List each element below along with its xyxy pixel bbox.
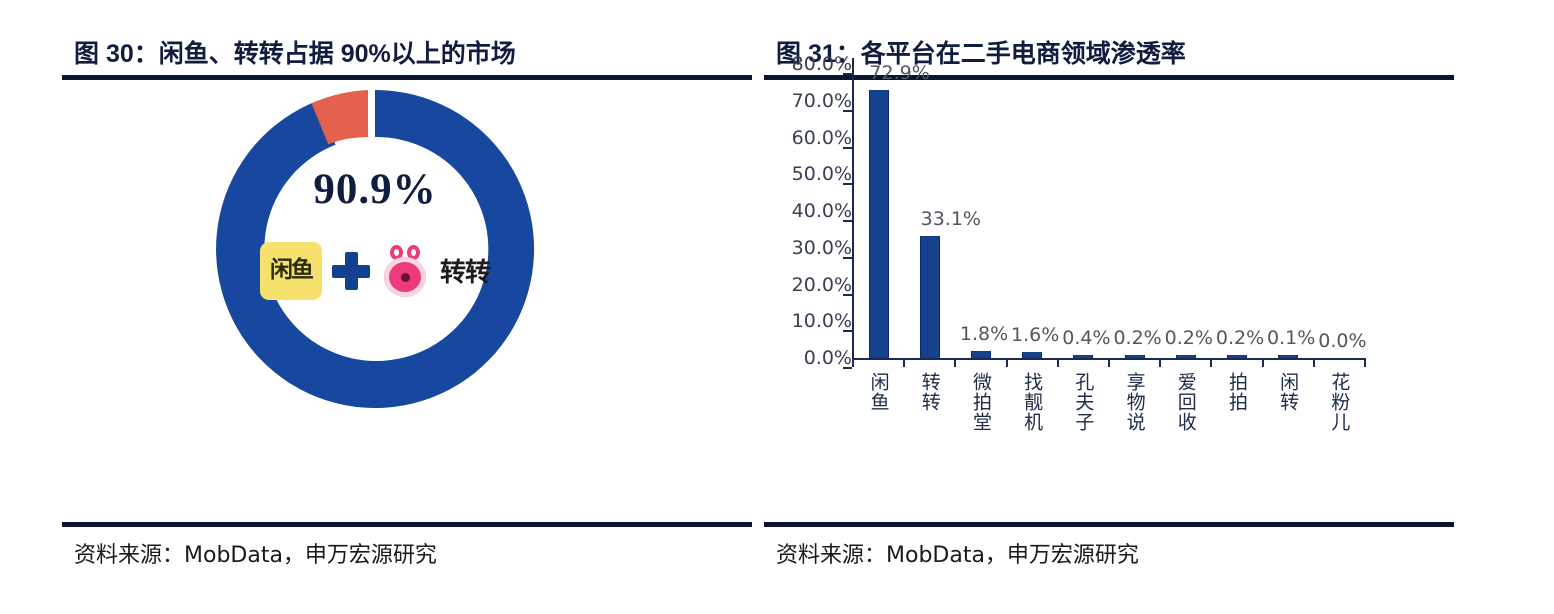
figure-30-source: 资料来源：MobData，申万宏源研究 — [74, 543, 437, 568]
figure-30-title: 图 30：闲鱼、转转占据 90%以上的市场 — [74, 40, 516, 68]
figure-31-source-rule — [764, 522, 1454, 527]
y-axis-tick-mark — [843, 330, 852, 333]
x-axis-category-label: 闲鱼 — [867, 372, 890, 412]
y-axis-tick-label: 10.0% — [791, 310, 852, 333]
bar — [1227, 355, 1247, 358]
x-axis-tick-mark — [1312, 358, 1315, 367]
bar-value-label: 1.8% — [959, 323, 1009, 346]
bar-value-label: 0.0% — [1318, 330, 1367, 352]
bar — [919, 236, 940, 358]
x-axis-category-label: 享物说 — [1123, 372, 1146, 432]
x-axis-tick-mark — [1210, 358, 1213, 367]
x-axis-tick-mark — [1261, 358, 1264, 367]
bar-value-label: 0.2% — [1113, 327, 1162, 349]
x-axis-category-label: 找靓机 — [1021, 372, 1044, 432]
bar — [1022, 352, 1043, 358]
y-axis-tick-mark — [843, 146, 852, 149]
donut-segment-other — [311, 90, 368, 145]
x-axis-tick-mark — [852, 358, 854, 367]
y-axis-tick-mark — [843, 109, 852, 112]
x-axis-tick-mark — [1108, 358, 1110, 367]
y-axis-tick-mark — [843, 367, 852, 369]
bar-value-label: 0.2% — [1215, 327, 1265, 349]
x-axis-category-label: 爱回收 — [1174, 372, 1197, 432]
x-axis-tick-mark — [1364, 358, 1366, 367]
bar-value-label: 33.1% — [920, 208, 981, 231]
x-axis-tick-mark — [903, 358, 906, 367]
donut-svg — [216, 89, 535, 408]
x-axis-category-label: 孔夫子 — [1072, 372, 1095, 432]
bar — [1175, 355, 1196, 358]
y-axis-tick-label: 50.0% — [791, 163, 852, 186]
x-axis-category-label: 花粉儿 — [1328, 372, 1351, 432]
bar-value-label: 0.1% — [1267, 327, 1316, 349]
x-axis-tick-mark — [1159, 358, 1162, 367]
bar — [1124, 355, 1145, 358]
y-axis-tick-label: 70.0% — [791, 89, 852, 112]
y-axis-tick-mark — [843, 73, 852, 75]
y-axis-tick-label: 40.0% — [791, 200, 852, 222]
x-axis-tick-mark — [954, 358, 957, 367]
x-axis-category-label: 转转 — [918, 372, 941, 412]
y-axis-tick-label: 60.0% — [791, 126, 852, 149]
figure-30-panel: 图 30：闲鱼、转转占据 90%以上的市场 90.9% 闲鱼 — [62, 40, 752, 575]
x-axis-tick-mark — [1005, 358, 1008, 367]
y-axis-tick-label: 0.0% — [803, 347, 852, 369]
bar-value-label: 72.9% — [869, 62, 930, 85]
x-axis-category-label: 微拍堂 — [969, 372, 992, 432]
bar-value-label: 1.6% — [1011, 324, 1060, 347]
bar — [1073, 355, 1094, 358]
bar — [868, 90, 889, 358]
y-axis-tick-mark — [843, 256, 852, 259]
bar — [971, 351, 991, 358]
x-axis-tick-mark — [1056, 358, 1059, 367]
y-axis-tick-label: 20.0% — [791, 273, 852, 296]
figure-30-source-rule — [62, 522, 752, 527]
y-axis-tick-mark — [843, 183, 852, 186]
donut-chart: 90.9% 闲鱼 转转 — [62, 54, 752, 474]
x-axis-category-label: 拍拍 — [1225, 372, 1248, 412]
y-axis-tick-label: 80.0% — [791, 53, 852, 75]
y-axis-tick-label: 30.0% — [791, 236, 852, 259]
figure-31-source: 资料来源：MobData，申万宏源研究 — [776, 543, 1139, 568]
donut-segment-main — [216, 89, 535, 408]
y-axis-line — [843, 58, 854, 369]
y-axis-tick-mark — [843, 220, 852, 222]
bar — [1278, 355, 1299, 358]
figure-31-title: 图 31：各平台在二手电商领域渗透率 — [776, 40, 1186, 68]
x-axis-category-label: 闲转 — [1277, 372, 1300, 412]
figure-30-title-rule — [62, 74, 752, 80]
figure-31-title-rule — [764, 74, 1454, 80]
y-axis-tick-mark — [843, 293, 852, 296]
bar-value-label: 0.2% — [1164, 327, 1213, 349]
bar-value-label: 0.4% — [1062, 327, 1111, 349]
figure-31-panel: 图 31：各平台在二手电商领域渗透率 0.0% 10.0% 20.0% 30.0% 40… — [764, 40, 1454, 575]
y-axis-ticks: 0.0% 10.0% 20.0% 30.0% 40.0% 50.0% 60.0% 70.0% 8… — [778, 48, 852, 478]
bar-chart: 0.0% 10.0% 20.0% 30.0% 40.0% 50.0% 60.0% 70.0% 8… — [764, 48, 1454, 478]
